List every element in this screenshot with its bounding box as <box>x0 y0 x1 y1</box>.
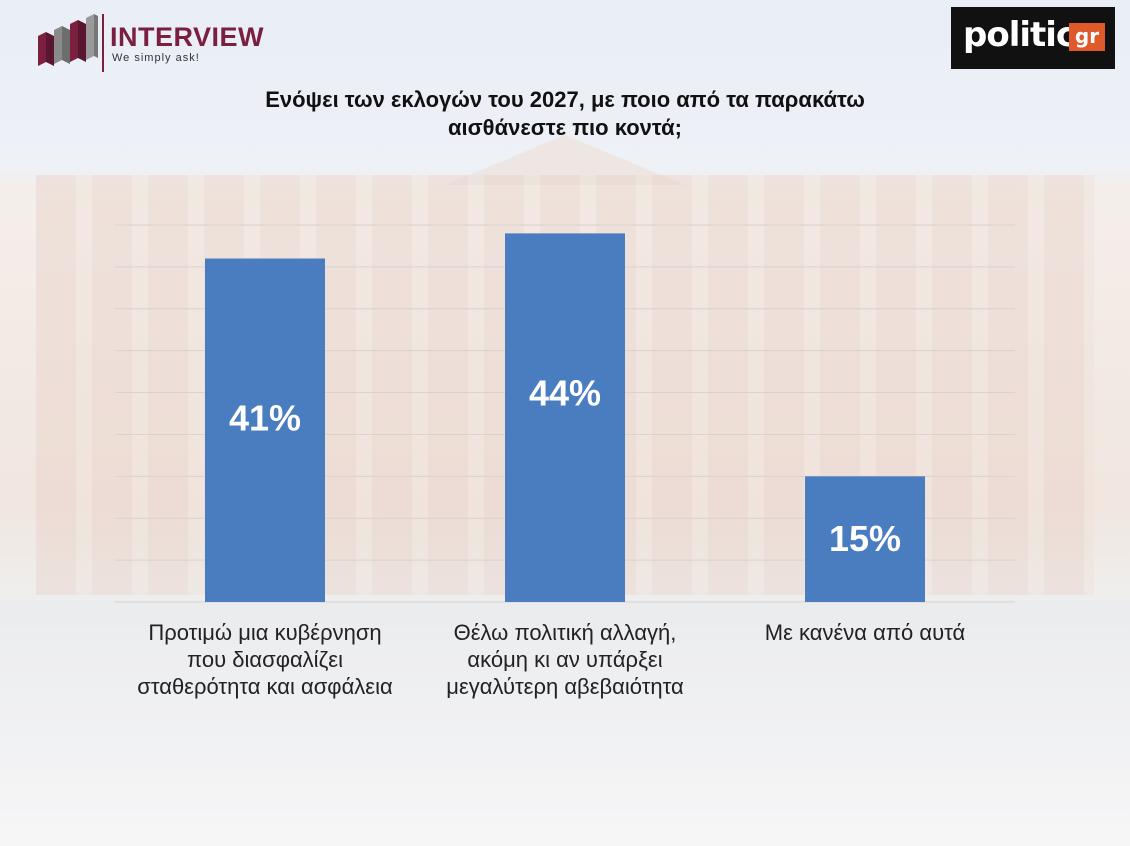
politic-logo-suffix: gr <box>1069 23 1105 51</box>
category-label-1-line-2: που διασφαλίζει <box>187 647 343 672</box>
background-ground <box>0 600 1130 846</box>
politic-logo: politic gr <box>951 7 1115 69</box>
category-label-3-line-1: Με κανένα από αυτά <box>764 620 966 645</box>
data-label-2: 44% <box>529 372 601 413</box>
category-label-1-line-3: σταθερότητα και ασφάλεια <box>137 674 393 699</box>
category-label-2: Θέλω πολιτική αλλαγή, ακόμη κι αν υπάρξει… <box>415 619 715 700</box>
data-label-1: 41% <box>229 398 301 439</box>
interview-logo-name: INTERVIEW <box>110 22 265 52</box>
interview-logo-graphic <box>38 14 104 72</box>
interview-logo: INTERVIEW We simply ask! <box>36 14 286 76</box>
politic-logo-name: politic <box>963 15 1076 55</box>
bar-2 <box>505 233 625 602</box>
chart-title-line-1: Ενόψει των εκλογών του 2027, με ποιο από… <box>265 87 865 112</box>
chart-title: Ενόψει των εκλογών του 2027, με ποιο από… <box>160 86 970 142</box>
category-label-2-line-1: Θέλω πολιτική αλλαγή, <box>453 620 677 645</box>
category-label-2-line-3: μεγαλύτερη αβεβαιότητα <box>446 674 684 699</box>
category-label-1-line-1: Προτιμώ μια κυβέρνηση <box>148 620 382 645</box>
interview-logo-tagline: We simply ask! <box>112 52 200 64</box>
category-label-2-line-2: ακόμη κι αν υπάρξει <box>467 647 663 672</box>
category-label-3: Με κανένα από αυτά <box>715 619 1015 646</box>
data-label-3: 15% <box>829 518 901 559</box>
chart-title-line-2: αισθάνεστε πιο κοντά; <box>448 115 682 140</box>
bar-3 <box>805 476 925 602</box>
bar-1 <box>205 258 325 602</box>
category-label-1: Προτιμώ μια κυβέρνηση που διασφαλίζει σταθ… <box>115 619 415 700</box>
